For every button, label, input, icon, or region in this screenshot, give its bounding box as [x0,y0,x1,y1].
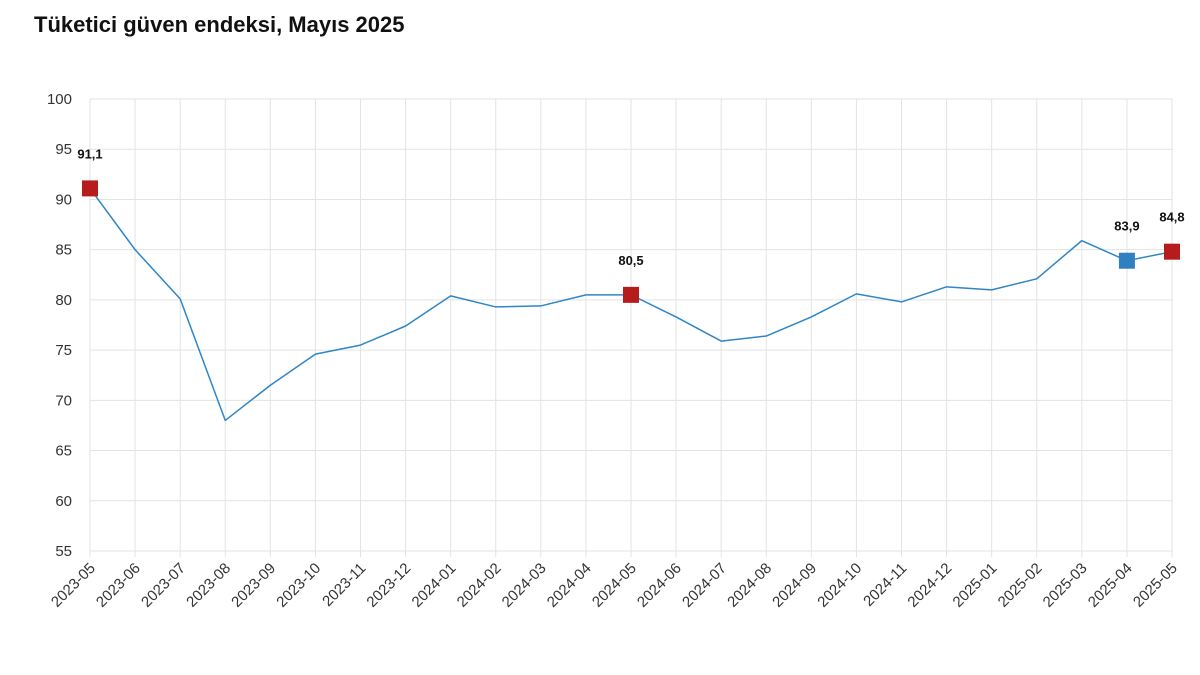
x-tick-label: 2025-03 [1040,560,1091,611]
x-tick-label: 2025-04 [1085,560,1136,611]
x-tick-label: 2023-06 [93,560,144,611]
x-tick-label: 2023-05 [48,560,99,611]
highlight-marker [82,180,98,197]
chart-title: Tüketici güven endeksi, Mayıs 2025 [34,12,405,37]
x-tick-label: 2023-07 [138,560,189,611]
x-tick-label: 2025-01 [950,560,1001,611]
data-label: 84,8 [1159,210,1184,225]
y-tick-label: 95 [55,141,72,158]
highlight-markers: 91,1 80,5 83,9 84,8 [77,146,1185,303]
x-tick-label: 2023-11 [319,560,369,610]
x-tick-label: 2024-10 [814,560,865,611]
x-tick-label: 2024-03 [499,560,550,611]
highlight-marker [623,286,639,303]
x-tick-label: 2025-02 [995,560,1046,611]
y-axis-ticks: 55 60 65 70 75 80 85 90 95 100 [47,91,72,560]
x-tick-label: 2024-11 [860,560,910,610]
data-label: 80,5 [618,253,643,268]
x-tick-label: 2024-12 [904,560,955,611]
y-tick-label: 60 [55,493,72,510]
x-tick-label: 2025-05 [1130,560,1181,611]
data-label: 83,9 [1114,219,1139,234]
y-tick-label: 90 [55,191,72,208]
x-tick-label: 2024-06 [634,560,685,611]
x-tick-label: 2024-09 [769,560,820,611]
x-tick-label: 2024-08 [724,560,775,611]
x-tick-label: 2024-04 [544,560,595,611]
x-tick-label: 2023-10 [273,560,324,611]
y-tick-label: 85 [55,242,72,259]
x-tick-label: 2023-09 [228,560,279,611]
x-tick-label: 2024-05 [589,560,640,611]
x-tick-label: 2024-02 [454,560,505,611]
highlight-marker [1118,252,1135,269]
y-tick-label: 55 [55,543,72,560]
x-axis-ticks: 2023-052023-062023-072023-082023-092023-… [48,560,1181,611]
data-label: 91,1 [77,146,102,161]
y-tick-label: 80 [55,292,72,309]
x-tick-label: 2023-12 [363,560,414,611]
y-tick-label: 65 [55,443,72,460]
y-tick-label: 75 [55,342,72,359]
x-tick-label: 2024-01 [409,560,460,611]
y-tick-label: 100 [47,91,72,108]
x-tick-label: 2024-07 [679,560,730,611]
y-tick-label: 70 [55,392,72,409]
grid-lines [89,98,1173,557]
highlight-marker [1164,243,1180,260]
x-tick-label: 2023-08 [183,560,234,611]
